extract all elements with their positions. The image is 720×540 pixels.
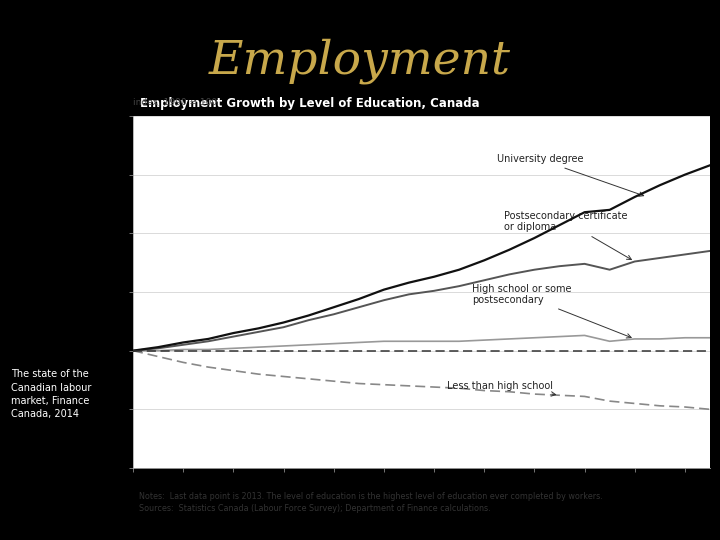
Text: index, 1990 = 100: index, 1990 = 100 bbox=[133, 98, 217, 107]
Text: Employment Growth by Level of Education, Canada: Employment Growth by Level of Education,… bbox=[140, 97, 480, 110]
Text: Sources:  Statistics Canada (Labour Force Survey); Department of Finance calcula: Sources: Statistics Canada (Labour Force… bbox=[139, 504, 490, 513]
Text: Less than high school: Less than high school bbox=[446, 381, 556, 396]
Text: Employment: Employment bbox=[209, 38, 511, 84]
Text: Postsecondary certificate
or diploma: Postsecondary certificate or diploma bbox=[504, 211, 631, 260]
Text: The state of the
Canadian labour
market, Finance
Canada, 2014: The state of the Canadian labour market,… bbox=[11, 369, 91, 419]
Text: High school or some
postsecondary: High school or some postsecondary bbox=[472, 284, 631, 338]
Text: University degree: University degree bbox=[497, 154, 644, 197]
Text: Notes:  Last data point is 2013. The level of education is the highest level of : Notes: Last data point is 2013. The leve… bbox=[139, 492, 603, 501]
